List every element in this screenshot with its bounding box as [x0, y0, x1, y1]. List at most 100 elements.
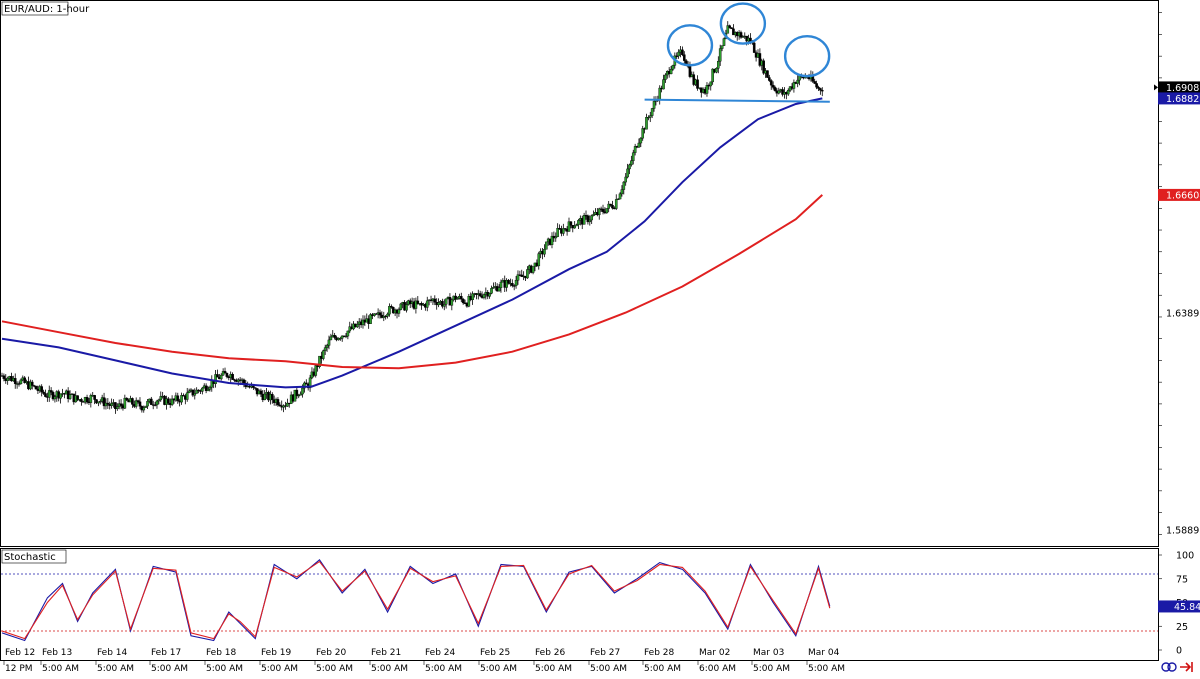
candle-up — [616, 198, 620, 201]
candle-down — [333, 335, 336, 338]
candle-up — [607, 203, 610, 209]
x-date-label: Feb 26 — [535, 648, 566, 658]
candle-down — [820, 89, 824, 92]
candle-down — [40, 386, 43, 393]
candle-down — [675, 55, 679, 57]
x-time-label: 5:00 AM — [753, 664, 790, 674]
candles-group — [0, 21, 824, 414]
x-date-label: Mar 04 — [808, 648, 840, 658]
candle-up — [414, 300, 418, 309]
candle-up — [605, 208, 609, 214]
candle-up — [450, 299, 454, 306]
candle-up — [19, 379, 23, 384]
candle-down — [176, 395, 180, 402]
x-date-label: Feb 14 — [97, 648, 128, 658]
candle-down — [459, 296, 463, 300]
candle-up — [543, 249, 546, 255]
candle-up — [669, 69, 673, 75]
candle-up — [624, 176, 627, 183]
candle-down — [253, 387, 257, 389]
x-time-label: 5:00 AM — [590, 664, 627, 674]
candle-up — [592, 214, 595, 216]
candle-up — [705, 85, 709, 94]
autoscroll-arrow-icon[interactable] — [1180, 662, 1193, 672]
candle-down — [276, 399, 280, 406]
candle-down — [93, 395, 96, 400]
candle-up — [193, 393, 197, 396]
candle-down — [819, 88, 822, 91]
neckline — [644, 98, 830, 103]
x-date-label: Feb 21 — [371, 648, 401, 658]
x-time-label: 5:00 AM — [425, 664, 462, 674]
candle-down — [80, 399, 83, 402]
x-date-label: Mar 03 — [753, 648, 784, 658]
candle-up — [641, 128, 645, 139]
candle-up — [597, 208, 601, 216]
candle-up — [671, 65, 675, 70]
candle-up — [562, 228, 565, 234]
candle-up — [554, 236, 558, 239]
x-time-label: 5:00 AM — [206, 664, 243, 674]
link-icon[interactable] — [1161, 662, 1177, 672]
candle-down — [44, 393, 47, 397]
candle-up — [442, 304, 446, 307]
x-time-label: 5:00 AM — [151, 664, 188, 674]
candle-up — [467, 296, 471, 307]
candle-up — [717, 60, 720, 69]
candle-up — [59, 393, 62, 399]
x-date-label: Feb 19 — [261, 648, 292, 658]
x-date-label: Feb 24 — [425, 648, 456, 658]
candle-up — [201, 387, 204, 392]
candle-up — [314, 365, 318, 376]
candle-up — [219, 374, 223, 380]
left-shoulder-circle — [666, 24, 714, 67]
x-date-label: Feb 25 — [480, 648, 510, 658]
candle-up — [722, 38, 726, 46]
candle-up — [369, 314, 372, 324]
candle-up — [318, 355, 321, 368]
candle-up — [658, 87, 662, 101]
candle-down — [728, 25, 731, 28]
candle-up — [339, 338, 342, 340]
candle-down — [76, 395, 79, 400]
candle-down — [191, 389, 195, 396]
candle-up — [631, 152, 635, 161]
candle-up — [405, 304, 408, 311]
candle-down — [167, 398, 170, 404]
candle-up — [567, 221, 571, 232]
candle-up — [516, 274, 520, 281]
candle-up — [492, 287, 495, 289]
x-date-label: Feb 18 — [206, 648, 237, 658]
candle-up — [327, 339, 331, 346]
candle-down — [125, 397, 129, 401]
candle-up — [297, 395, 301, 397]
x-date-label: Feb 13 — [42, 648, 72, 658]
candle-up — [482, 294, 486, 298]
x-time-label: 5:00 AM — [371, 664, 408, 674]
candle-up — [796, 79, 799, 84]
candle-up — [652, 101, 656, 109]
candle-up — [637, 142, 641, 148]
candle-down — [95, 399, 98, 404]
candle-up — [123, 397, 127, 409]
candle-up — [208, 386, 212, 390]
candle-down — [114, 402, 117, 410]
x-date-label: Feb 27 — [590, 648, 620, 658]
price-label: 1.66608 — [1166, 190, 1200, 201]
candle-down — [558, 227, 561, 230]
candle-down — [520, 274, 524, 277]
chart-title: EUR/AUD: 1-hour — [4, 4, 90, 15]
candle-down — [682, 54, 686, 61]
candle-down — [138, 401, 142, 407]
candle-up — [397, 309, 401, 314]
candle-down — [768, 77, 771, 81]
candle-up — [104, 402, 108, 407]
candle-down — [223, 371, 227, 374]
candle-up — [97, 401, 100, 404]
candle-down — [817, 86, 820, 89]
candle-up — [159, 396, 163, 401]
candle-down — [611, 205, 614, 209]
candle-down — [131, 398, 134, 405]
candle-down — [478, 293, 482, 297]
